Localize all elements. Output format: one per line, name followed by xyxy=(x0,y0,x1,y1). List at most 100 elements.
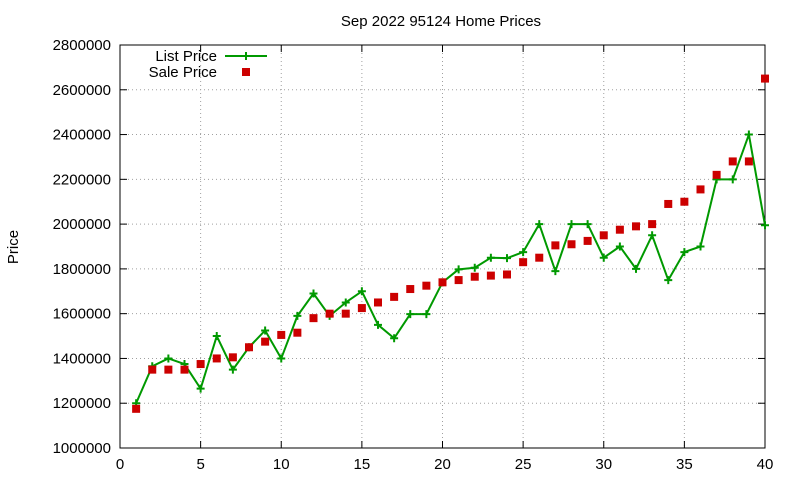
list-price-point xyxy=(357,287,366,296)
axes: 0 5 10 15 20 25 30 35 40 1000000 1200000 1400000 160… xyxy=(53,37,774,473)
sale-price-point xyxy=(357,304,366,313)
y-tick-label: 2200000 xyxy=(53,171,111,188)
y-tick-label: 1000000 xyxy=(53,440,111,457)
x-tick-label: 0 xyxy=(116,456,124,473)
sale-price-point xyxy=(132,404,141,413)
list-price-point xyxy=(293,311,302,320)
list-price-point xyxy=(519,248,528,257)
legend-sale-price-marker xyxy=(242,68,250,76)
list-price-point xyxy=(535,220,544,229)
list-price-point xyxy=(454,265,463,274)
sale-price-point xyxy=(293,328,302,337)
list-price-point xyxy=(567,220,576,229)
sale-price-point xyxy=(728,157,737,166)
list-price-point xyxy=(744,130,753,139)
sale-price-point xyxy=(583,236,592,245)
legend-label-sale-price: Sale Price xyxy=(149,64,217,81)
list-price-point xyxy=(374,320,382,329)
legend-list-price-marker xyxy=(242,52,250,60)
x-tick-label: 10 xyxy=(273,456,290,473)
list-price-point xyxy=(422,310,431,319)
list-price-line xyxy=(135,133,766,404)
sale-price-point xyxy=(325,309,334,318)
sale-price-point xyxy=(486,271,495,280)
sale-price-point xyxy=(277,330,286,339)
sale-price-point xyxy=(632,222,640,231)
list-price-point xyxy=(164,354,173,363)
sale-price-point xyxy=(454,276,463,285)
sale-price-point xyxy=(406,285,415,294)
sale-price-point xyxy=(196,360,205,369)
list-price-point xyxy=(583,220,592,229)
grid-lines xyxy=(120,45,765,448)
list-price-point xyxy=(761,221,769,230)
y-tick-label: 1200000 xyxy=(53,395,111,412)
y-axis-label: Price xyxy=(5,230,22,264)
y-tick-label: 1800000 xyxy=(53,261,111,278)
list-price-point xyxy=(212,332,221,341)
list-price-point xyxy=(551,267,560,276)
sale-price-point xyxy=(744,157,753,166)
list-price-point xyxy=(196,384,205,393)
list-price-point xyxy=(486,253,495,262)
list-price-point xyxy=(664,276,673,285)
sale-price-point xyxy=(341,309,350,318)
y-tick-label: 1400000 xyxy=(53,350,111,367)
sale-price-point xyxy=(551,241,560,250)
x-tick-label: 35 xyxy=(676,456,693,473)
sale-price-point xyxy=(535,253,544,262)
x-tick-label: 15 xyxy=(354,456,371,473)
sale-price-point xyxy=(390,292,399,301)
data-series xyxy=(132,74,769,413)
sale-price-point xyxy=(148,365,157,374)
list-price-point xyxy=(341,298,350,307)
y-tick-label: 1600000 xyxy=(53,306,111,323)
sale-price-point xyxy=(164,365,173,374)
x-tick-label: 30 xyxy=(595,456,612,473)
list-price-point xyxy=(503,254,511,263)
list-price-point xyxy=(390,334,399,343)
sale-price-point xyxy=(212,354,221,363)
sale-price-point xyxy=(374,298,382,307)
list-price-point xyxy=(599,253,608,262)
list-price-point xyxy=(406,310,415,319)
sale-price-point xyxy=(309,314,318,323)
sale-price-point xyxy=(664,199,673,208)
list-price-point xyxy=(277,354,286,363)
list-price-point xyxy=(632,264,640,273)
y-tick-label: 2800000 xyxy=(53,37,111,54)
y-tick-label: 2400000 xyxy=(53,127,111,144)
legend-label-list-price: List Price xyxy=(155,48,217,65)
list-price-point xyxy=(261,326,270,335)
x-tick-label: 25 xyxy=(515,456,532,473)
list-price-point xyxy=(696,242,705,251)
list-price-point xyxy=(680,248,689,257)
list-price-point xyxy=(228,365,237,374)
sale-price-point xyxy=(422,281,431,290)
y-tick-label: 2600000 xyxy=(53,82,111,99)
sale-price-point xyxy=(228,353,237,362)
list-price-point xyxy=(615,242,624,251)
list-price-point xyxy=(309,289,318,298)
list-price-point xyxy=(470,263,479,272)
x-tick-label: 5 xyxy=(196,456,204,473)
chart-title: Sep 2022 95124 Home Prices xyxy=(341,13,541,30)
sale-price-point xyxy=(615,225,624,234)
sale-price-point xyxy=(245,343,253,352)
sale-price-point xyxy=(261,337,270,346)
sale-price-point xyxy=(599,231,608,240)
sale-price-point xyxy=(696,185,705,194)
sale-price-point xyxy=(761,74,769,83)
sale-price-point xyxy=(648,220,657,229)
sale-price-point xyxy=(712,170,721,179)
sale-price-point xyxy=(438,278,447,287)
sale-price-point xyxy=(680,197,689,206)
sale-price-point xyxy=(519,258,528,267)
sale-price-point xyxy=(567,240,576,249)
list-price-point xyxy=(648,231,657,240)
x-tick-label: 20 xyxy=(434,456,451,473)
sale-price-point xyxy=(180,365,189,374)
x-tick-label: 40 xyxy=(757,456,774,473)
